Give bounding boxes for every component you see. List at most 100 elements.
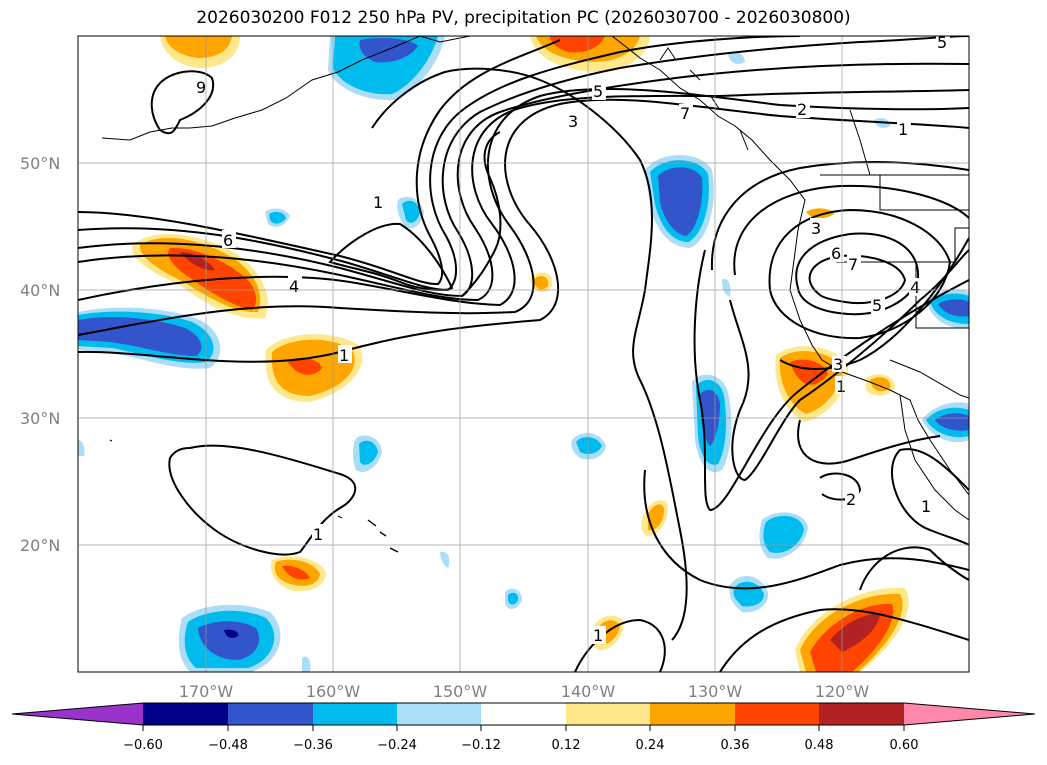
negative-anomaly-patch bbox=[397, 196, 424, 229]
lat-label-40n: 40°N bbox=[20, 281, 60, 300]
contour-label: 1 bbox=[898, 120, 908, 139]
colorbar-segment bbox=[566, 703, 650, 725]
contour-label: 3 bbox=[568, 112, 578, 131]
colorbar-extend-high bbox=[904, 703, 1035, 725]
negative-anomaly-patch bbox=[78, 307, 221, 369]
contour-label: 2 bbox=[797, 100, 807, 119]
longitude-labels: 170°W 160°W 150°W 140°W 130°W 120°W bbox=[179, 682, 870, 701]
map-area: 9 5 3 2 1 5 7 1 6 4 3 6 7 4 5 3 1 1 2 1 … bbox=[78, 33, 969, 672]
contour-label: 1 bbox=[313, 525, 323, 544]
colorbar-segment bbox=[228, 703, 313, 725]
contour-label: 1 bbox=[836, 377, 846, 396]
lat-label-30n: 30°N bbox=[20, 409, 60, 428]
positive-anomaly-patch bbox=[270, 556, 326, 592]
contour-south-3 bbox=[797, 419, 941, 465]
colorbar-segment bbox=[735, 703, 819, 725]
contour-nw bbox=[150, 70, 215, 135]
negative-anomaly-patch bbox=[926, 289, 969, 329]
colorbar-tick-label: 0.24 bbox=[636, 738, 665, 753]
contour-label: 7 bbox=[848, 255, 858, 274]
positive-anomaly-patch bbox=[806, 208, 834, 219]
lon-label-130w: 130°W bbox=[688, 682, 743, 701]
colorbar: −0.60 −0.48 −0.36 −0.24 −0.12 0.12 0.24 … bbox=[11, 702, 1036, 753]
colorbar-tick-label: −0.48 bbox=[208, 738, 248, 753]
contour-label: 1 bbox=[339, 346, 349, 365]
contour-south-1 bbox=[729, 249, 969, 482]
colorbar-tick-label: 0.12 bbox=[552, 738, 581, 753]
contour-cutoff bbox=[328, 222, 454, 291]
contour-7 bbox=[78, 39, 561, 286]
contour-label: 1 bbox=[593, 626, 603, 645]
contour-1-large bbox=[78, 98, 969, 363]
contour-south-4 bbox=[890, 448, 969, 546]
contour-low-center bbox=[808, 254, 907, 304]
contour-4 bbox=[78, 62, 969, 302]
colorbar-tick-label: −0.24 bbox=[377, 738, 417, 753]
contour-south-6 bbox=[643, 469, 969, 590]
negative-anomaly-patch bbox=[178, 604, 281, 672]
contour-labels: 9 5 3 2 1 5 7 1 6 4 3 6 7 4 5 3 1 1 2 1 … bbox=[194, 33, 950, 645]
colorbar-segment bbox=[313, 703, 397, 725]
contour-6 bbox=[78, 36, 801, 292]
contour-trough bbox=[371, 67, 688, 641]
lon-label-170w: 170°W bbox=[179, 682, 234, 701]
map-title: 2026030200 F012 250 hPa PV, precipitatio… bbox=[196, 8, 851, 28]
contour-low-3 bbox=[768, 208, 952, 340]
colorbar-extend-low bbox=[12, 703, 143, 725]
contour-2 bbox=[78, 87, 969, 336]
lon-label-120w: 120°W bbox=[815, 682, 870, 701]
contour-label: 2 bbox=[846, 490, 856, 509]
contour-label: 3 bbox=[811, 219, 821, 238]
contour-low-6 bbox=[710, 161, 969, 271]
contour-label: 1 bbox=[921, 497, 931, 516]
contour-se bbox=[859, 546, 969, 591]
colorbar-tick-label: 0.48 bbox=[805, 738, 834, 753]
contour-label: 6 bbox=[223, 231, 233, 250]
lon-label-150w: 150°W bbox=[433, 682, 488, 701]
lat-label-50n: 50°N bbox=[20, 154, 60, 173]
contour-label: 3 bbox=[833, 355, 843, 374]
colorbar-ticks bbox=[142, 725, 905, 731]
coastlines bbox=[101, 36, 969, 553]
colorbar-tick-label: −0.12 bbox=[461, 738, 501, 753]
negative-anomaly-patch bbox=[505, 588, 522, 609]
pv-contours bbox=[78, 36, 969, 672]
contour-south-8 bbox=[719, 608, 969, 672]
negative-anomaly-patch bbox=[759, 512, 808, 559]
negative-anomaly-patch bbox=[328, 36, 445, 101]
contour-3 bbox=[78, 89, 969, 307]
contour-label: 9 bbox=[196, 78, 206, 97]
contour-inner-1 bbox=[461, 131, 502, 297]
colorbar-segment bbox=[143, 703, 228, 725]
negative-anomaly-patch bbox=[78, 52, 890, 672]
colorbar-segment bbox=[397, 703, 481, 725]
colorbar-segment bbox=[819, 703, 904, 725]
colorbar-segment bbox=[650, 703, 735, 725]
negative-anomaly-patch bbox=[265, 208, 290, 227]
negative-anomaly-patch bbox=[352, 435, 382, 472]
gridlines bbox=[78, 36, 969, 672]
contour-south-5 bbox=[819, 472, 862, 501]
map-frame bbox=[77, 35, 970, 673]
lat-label-20n: 20°N bbox=[20, 536, 60, 555]
contour-label: 4 bbox=[289, 277, 299, 296]
negative-anomaly-patch bbox=[645, 155, 714, 248]
contour-label: 4 bbox=[910, 278, 920, 297]
contour-label: 5 bbox=[937, 33, 947, 52]
contour-label: 7 bbox=[680, 104, 690, 123]
latitude-labels: 50°N 40°N 30°N 20°N bbox=[20, 154, 60, 555]
contour-low-4 bbox=[733, 184, 969, 276]
contour-label: 5 bbox=[872, 296, 882, 315]
positive-anomaly-patch bbox=[160, 36, 240, 68]
colorbar-tick-label: −0.60 bbox=[123, 738, 163, 753]
colorbar-tick-labels: −0.60 −0.48 −0.36 −0.24 −0.12 0.12 0.24 … bbox=[123, 738, 918, 753]
lon-label-140w: 140°W bbox=[561, 682, 616, 701]
contour-low-2 bbox=[795, 232, 920, 316]
colorbar-segment bbox=[481, 703, 566, 725]
contour-label: 5 bbox=[593, 82, 603, 101]
negative-anomaly-patch bbox=[571, 433, 606, 460]
contour-label: 6 bbox=[831, 244, 841, 263]
positive-anomaly-patch bbox=[641, 500, 668, 537]
lon-label-160w: 160°W bbox=[306, 682, 361, 701]
